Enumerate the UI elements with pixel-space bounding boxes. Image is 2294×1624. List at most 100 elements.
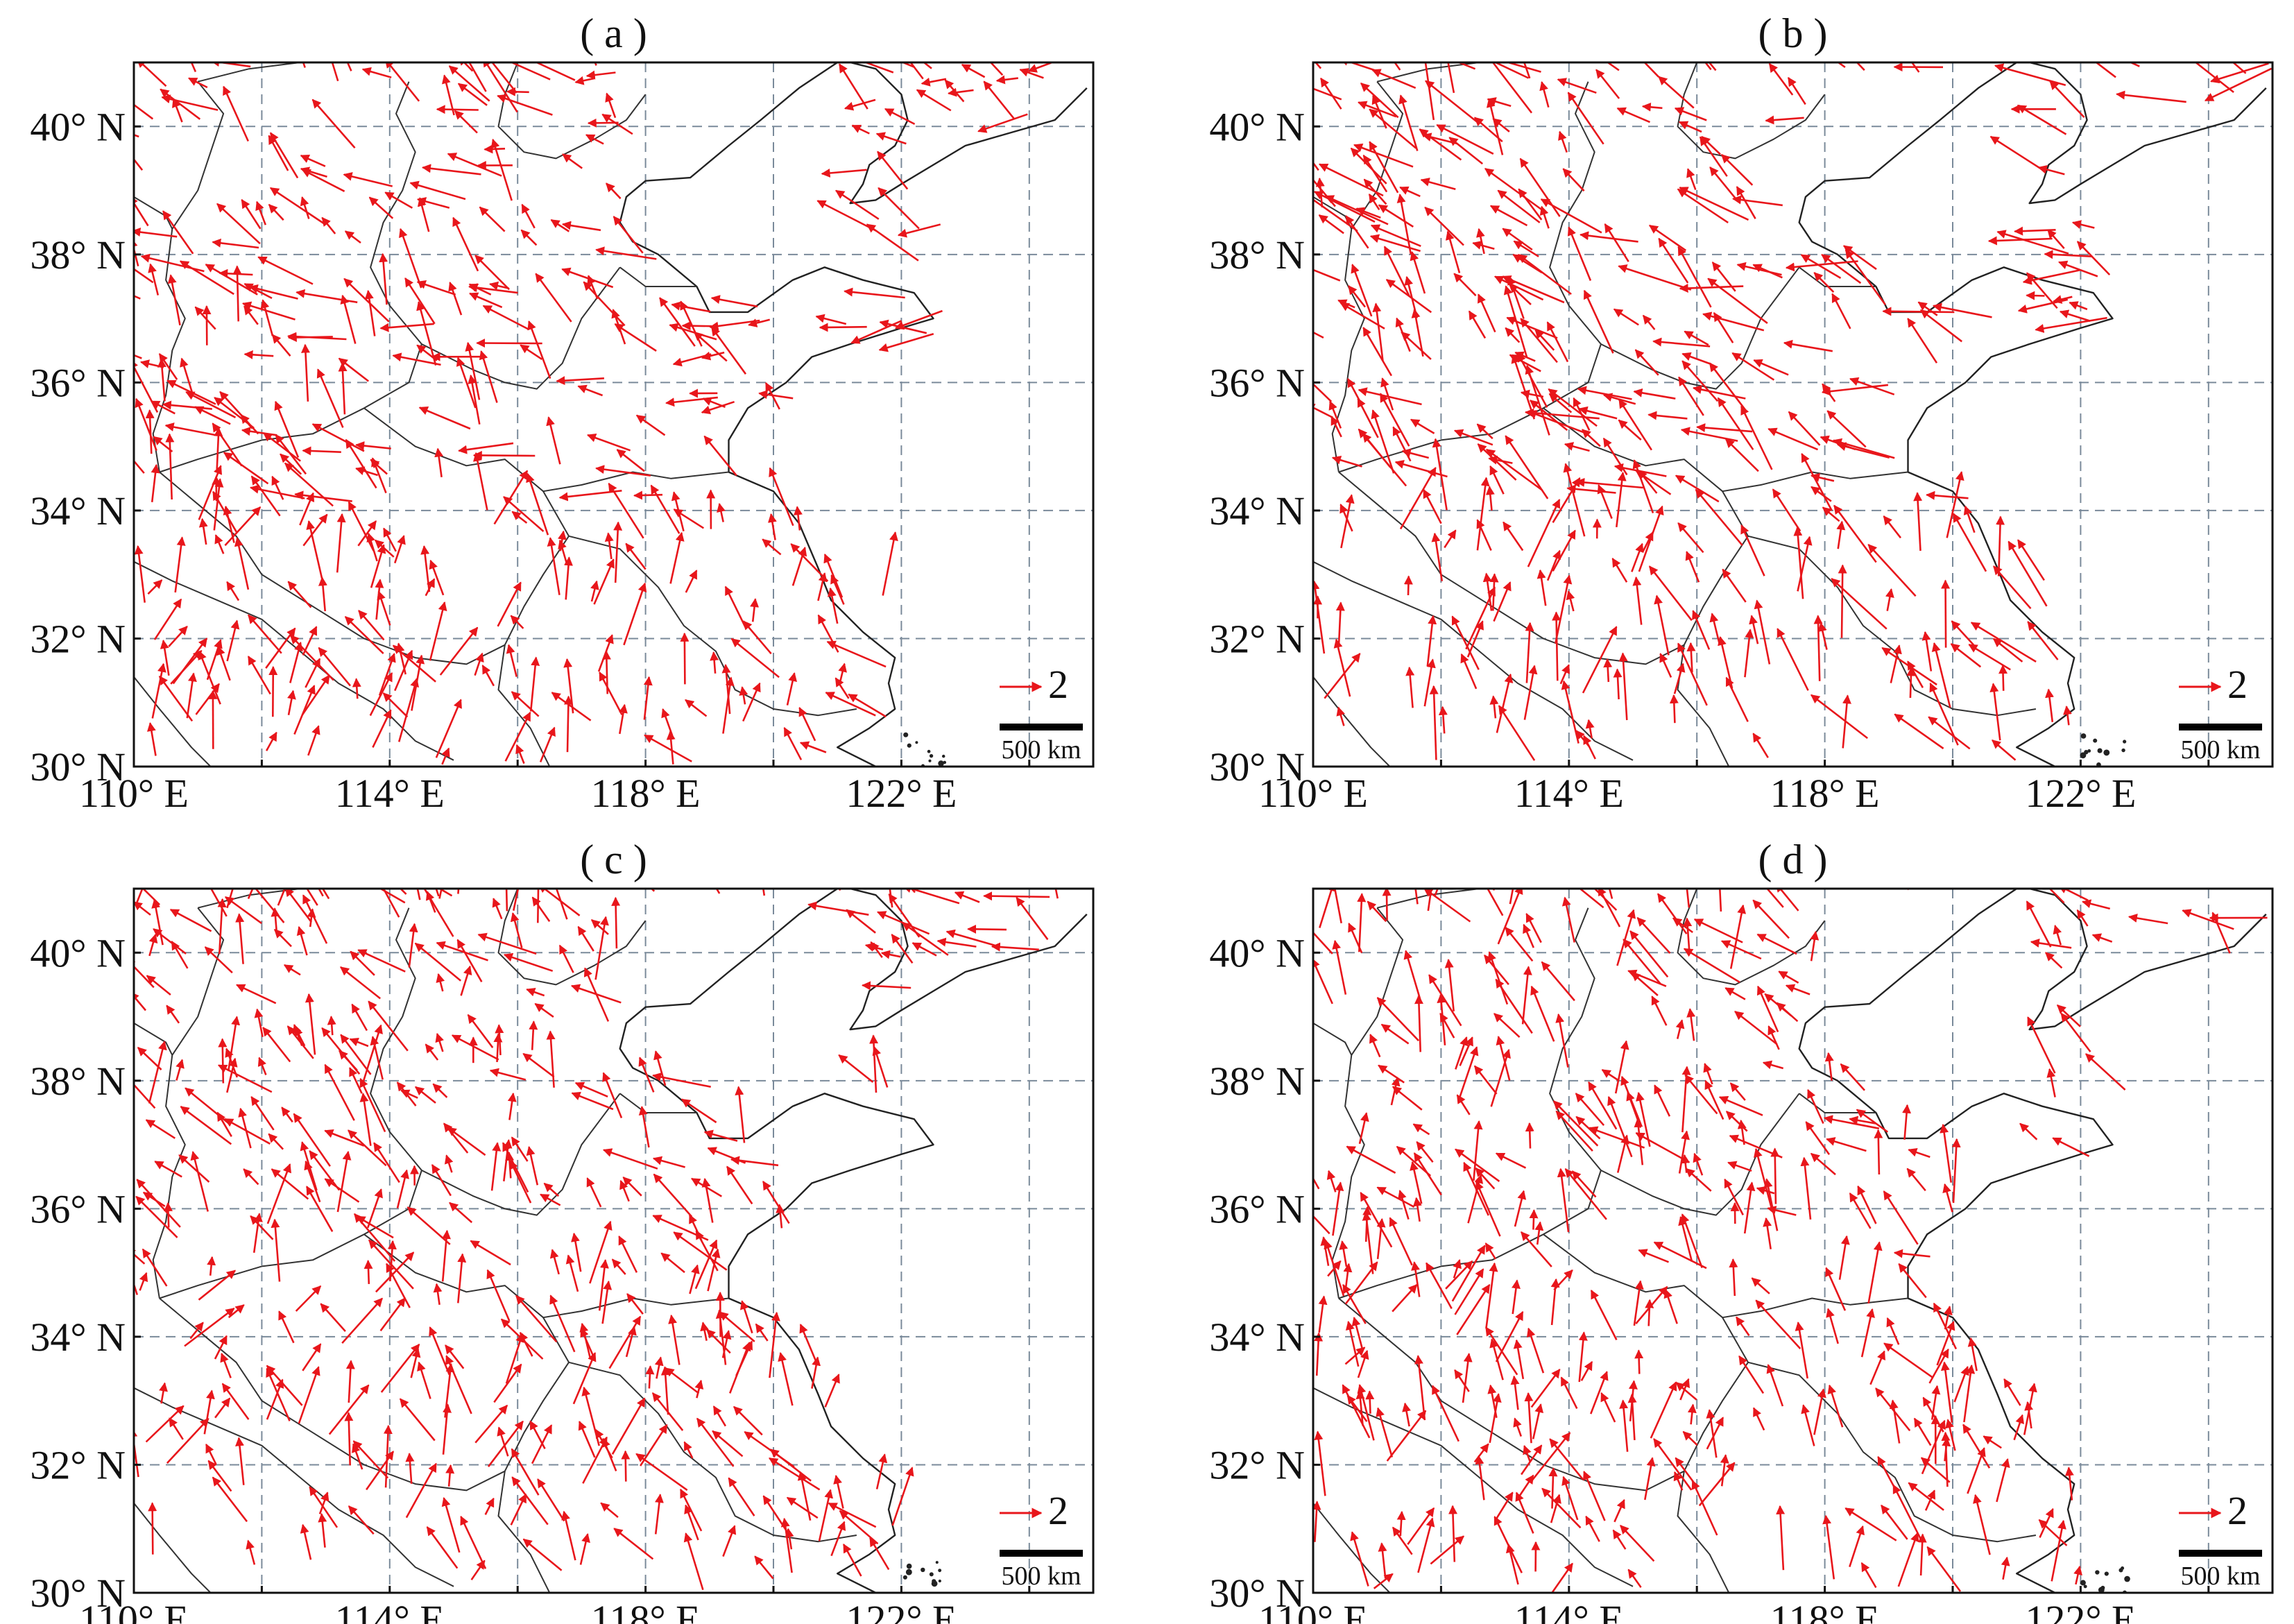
velocity-arrow xyxy=(510,615,524,629)
velocity-arrow xyxy=(660,1252,685,1274)
velocity-arrow xyxy=(469,292,503,309)
velocity-arrow xyxy=(863,62,894,74)
velocity-arrow xyxy=(1968,643,2011,671)
velocity-arrow xyxy=(370,544,386,588)
velocity-arrow xyxy=(379,253,388,305)
velocity-arrow xyxy=(672,353,712,367)
island-dot xyxy=(938,760,944,767)
velocity-arrow xyxy=(2116,90,2186,103)
latitude-tick-label: 36° N xyxy=(30,1186,126,1231)
island-dot xyxy=(2087,749,2091,753)
velocity-arrow xyxy=(318,576,327,612)
province-boundary xyxy=(619,266,697,287)
island-dot xyxy=(2093,738,2098,743)
velocity-arrow xyxy=(878,187,920,230)
velocity-arrow xyxy=(1634,349,1659,376)
velocity-arrow xyxy=(602,1072,623,1118)
velocity-arrow xyxy=(1320,77,1342,110)
velocity-arrow xyxy=(220,1352,232,1378)
velocity-arrow xyxy=(243,282,273,300)
velocity-arrow xyxy=(1552,611,1561,681)
velocity-arrow xyxy=(226,619,240,662)
velocity-arrow xyxy=(1583,735,1596,760)
velocity-arrow xyxy=(754,1555,774,1580)
velocity-arrow xyxy=(271,334,291,357)
province-boundary xyxy=(568,1361,857,1543)
velocity-arrow xyxy=(1833,504,1877,563)
velocity-arrow xyxy=(2049,80,2085,118)
velocity-arrow xyxy=(1595,69,1620,99)
velocity-arrow xyxy=(1709,613,1721,645)
velocity-arrow xyxy=(1856,62,1865,71)
velocity-arrow xyxy=(601,650,611,694)
velocity-arrow xyxy=(234,537,250,590)
velocity-arrow xyxy=(1885,588,1894,611)
velocity-arrow xyxy=(1353,143,1414,168)
latitude-tick-label: 32° N xyxy=(1209,616,1305,661)
velocity-arrow xyxy=(1372,302,1384,361)
longitude-tick-label: 118° E xyxy=(591,771,701,816)
velocity-arrow xyxy=(1575,730,1591,748)
velocity-arrow xyxy=(162,210,194,255)
velocity-arrow xyxy=(605,92,617,119)
velocity-arrow xyxy=(210,62,251,68)
velocity-arrow xyxy=(176,1059,185,1081)
province-boundary xyxy=(134,1387,454,1587)
velocity-arrow xyxy=(1822,506,1840,522)
velocity-arrow xyxy=(1777,628,1809,691)
velocity-arrow xyxy=(379,323,434,332)
velocity-arrow xyxy=(821,168,867,178)
panel-a: ( a ) 30° N 32° N 34° N 36° N 38° N 40° N 110° … xyxy=(30,10,1095,816)
map-area xyxy=(1313,62,2272,767)
velocity-arrow xyxy=(1917,301,1938,316)
velocity-arrow xyxy=(767,513,777,540)
velocity-arrow xyxy=(1539,80,1550,108)
velocity-arrow xyxy=(824,1374,840,1408)
velocity-arrow xyxy=(673,508,704,529)
velocity-arrow xyxy=(659,297,696,347)
velocity-arrow xyxy=(991,942,1039,952)
velocity-arrow xyxy=(547,537,560,595)
island-dot xyxy=(906,1563,912,1569)
island-dot xyxy=(903,732,909,737)
velocity-arrow xyxy=(815,314,847,325)
province-boundary xyxy=(497,1471,551,1593)
velocity-arrow xyxy=(1632,576,1643,625)
velocity-arrow xyxy=(1324,195,1389,225)
velocity-arrow xyxy=(1369,141,1399,194)
velocity-arrow xyxy=(139,1272,148,1291)
velocity-arrow xyxy=(2204,67,2272,102)
legend: 2 500 km xyxy=(2179,662,2262,764)
map-frame xyxy=(1312,61,2274,768)
velocity-arrow xyxy=(1527,499,1561,567)
velocity-arrow xyxy=(1631,542,1644,572)
velocity-arrow xyxy=(511,511,528,524)
velocity-arrow xyxy=(134,268,154,284)
velocity-arrow xyxy=(1613,308,1639,326)
velocity-arrow xyxy=(174,536,186,593)
velocity-arrow xyxy=(198,465,223,520)
velocity-arrow xyxy=(1539,205,1550,229)
island-dot xyxy=(921,1567,925,1573)
velocity-arrow xyxy=(134,545,146,603)
velocity-arrow xyxy=(287,690,296,715)
velocity-arrow xyxy=(344,616,384,655)
velocity-arrow xyxy=(526,987,545,997)
velocity-arrow xyxy=(235,913,245,964)
velocity-arrow xyxy=(1453,429,1493,446)
velocity-arrow xyxy=(1503,521,1524,552)
velocity-arrow xyxy=(293,685,316,735)
velocity-arrow xyxy=(294,490,352,502)
velocity-arrow xyxy=(194,406,231,425)
velocity-arrow xyxy=(214,427,223,470)
velocity-arrow xyxy=(909,62,924,80)
velocity-arrow xyxy=(1736,262,1782,276)
velocity-arrow xyxy=(1704,62,1712,71)
velocity-arrow xyxy=(585,134,604,145)
velocity-arrow xyxy=(269,187,325,225)
velocity-arrow xyxy=(1952,513,1987,572)
velocity-arrow xyxy=(535,273,572,323)
velocity-arrow xyxy=(1561,680,1580,744)
velocity-arrow xyxy=(1445,230,1461,273)
velocity-arrow xyxy=(825,692,876,717)
